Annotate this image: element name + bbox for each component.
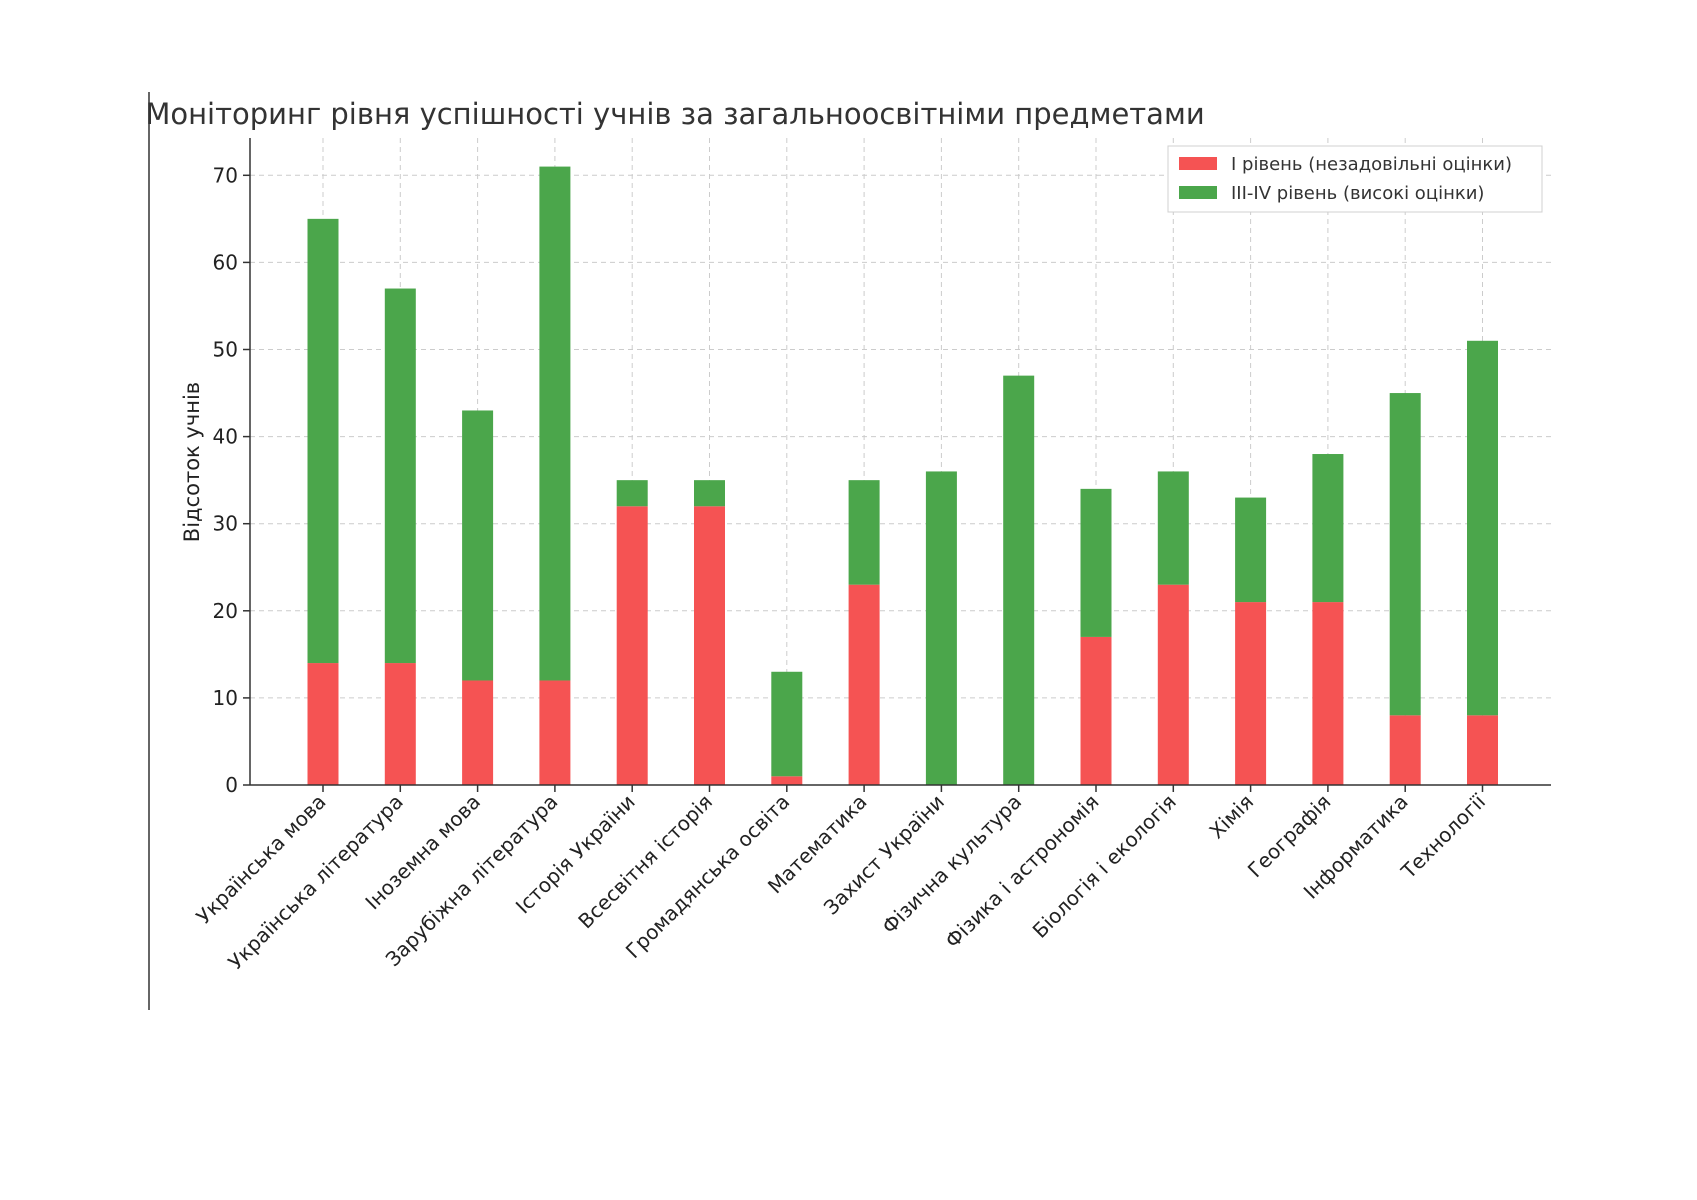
y-tick-label: 20: [213, 599, 238, 623]
bar-level-3-4-cat-10: [1003, 375, 1035, 785]
bar-level-1-cat-7: [771, 776, 803, 785]
legend: I рівень (незадовільні оцінки) III-IV рі…: [1167, 145, 1543, 213]
x-tick-label: Всесвітня історія: [573, 790, 717, 934]
legend-label-level-3-4: III-IV рівень (високі оцінки): [1231, 183, 1484, 204]
bar-level-1-cat-6: [694, 506, 725, 785]
y-tick-label: 70: [213, 163, 238, 187]
bar-level-3-4-cat-4: [539, 166, 571, 681]
bar-level-1-cat-5: [616, 506, 648, 785]
bar-level-3-4-cat-14: [1312, 454, 1344, 603]
bar-level-3-4-cat-2: [384, 288, 416, 664]
bar-level-3-4-cat-3: [462, 410, 494, 681]
bar-level-1-cat-15: [1389, 715, 1421, 785]
y-tick-label: 0: [225, 773, 238, 797]
x-tick-label: Фізика і астрономія: [940, 790, 1103, 953]
bar-level-1-cat-12: [1157, 584, 1189, 785]
bar-level-1-cat-1: [307, 663, 339, 785]
y-axis-label: Відсоток учнів: [180, 382, 204, 542]
bar-level-1-cat-16: [1467, 715, 1498, 785]
bar-level-3-4-cat-15: [1389, 393, 1421, 716]
x-tick-label: Українська мова: [191, 790, 330, 929]
bar-level-3-4-cat-13: [1235, 497, 1267, 603]
bar-level-3-4-cat-16: [1467, 340, 1498, 716]
bar-level-3-4-cat-9: [925, 471, 957, 785]
bars: [307, 166, 1498, 785]
bar-level-3-4-cat-6: [694, 480, 725, 507]
x-tick-label: Біологія і екологія: [1028, 790, 1181, 943]
x-tick-label: Технології: [1396, 789, 1491, 884]
chart-title: Моніторинг рівня успішності учнів за заг…: [145, 97, 1204, 131]
bar-level-3-4-cat-8: [848, 480, 880, 585]
x-tick-label: Фізична культура: [877, 790, 1026, 939]
bar-level-1-cat-8: [848, 584, 880, 785]
x-tick-label: Хімія: [1204, 790, 1258, 844]
y-tick-label: 10: [213, 686, 238, 710]
bar-level-3-4-cat-1: [307, 218, 339, 664]
bar-level-3-4-cat-12: [1157, 471, 1189, 585]
axes: [249, 138, 1551, 786]
bar-level-1-cat-3: [462, 680, 494, 785]
y-tick-label: 50: [213, 338, 238, 362]
bar-level-3-4-cat-11: [1080, 488, 1112, 637]
bar-level-1-cat-14: [1312, 602, 1344, 785]
y-tick-label: 60: [213, 250, 238, 274]
legend-swatch-level-3-4: [1179, 186, 1217, 199]
grid-lines: [250, 138, 1551, 785]
bar-level-3-4-cat-5: [616, 480, 648, 507]
bar-level-1-cat-2: [384, 663, 416, 785]
legend-swatch-level-1: [1179, 157, 1217, 170]
legend-label-level-1: I рівень (незадовільні оцінки): [1231, 154, 1512, 175]
y-tick-label: 40: [213, 425, 238, 449]
bar-level-1-cat-11: [1080, 636, 1112, 785]
bar-level-1-cat-13: [1235, 602, 1267, 785]
y-tick-label: 30: [213, 512, 238, 536]
y-ticks: 0 10 20 30 40 50 60 70: [213, 163, 250, 797]
legend-box: [1167, 145, 1543, 213]
bar-level-1-cat-4: [539, 680, 571, 785]
bar-level-3-4-cat-7: [771, 671, 803, 777]
